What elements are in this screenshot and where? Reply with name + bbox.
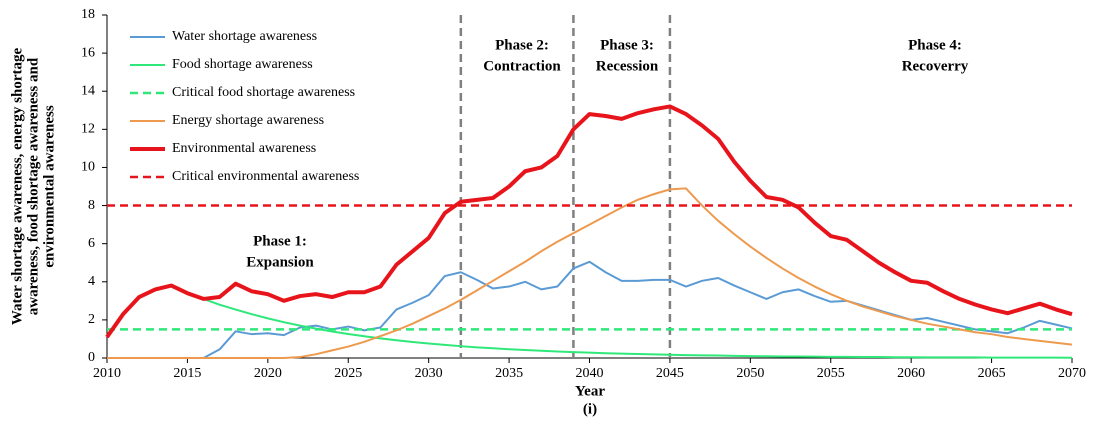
x-tick-label: 2030 xyxy=(415,366,443,381)
x-tick-label: 2060 xyxy=(897,366,925,381)
subtitle: (i) xyxy=(583,401,597,417)
y-tick-label: 8 xyxy=(88,198,95,213)
series-line xyxy=(107,260,1073,359)
legend-label: Food shortage awareness xyxy=(172,57,313,72)
y-tick-label: 18 xyxy=(81,7,95,22)
y-tick-label: 10 xyxy=(81,160,95,175)
y-axis-title: awareness, food shortage awareness and xyxy=(25,57,41,315)
series-line xyxy=(105,104,1073,339)
x-tick-label: 2010 xyxy=(93,366,121,381)
phase-label: Phase 3: xyxy=(600,37,654,53)
phase-label: Phase 2: xyxy=(495,37,549,53)
legend-label: Environmental awareness xyxy=(172,141,316,156)
legend-label: Water shortage awareness xyxy=(172,29,317,44)
legend-label: Energy shortage awareness xyxy=(172,113,324,128)
x-axis-title: Year xyxy=(575,383,605,399)
y-tick-label: 6 xyxy=(88,236,95,251)
phase-label: Phase 1: xyxy=(253,233,307,249)
x-tick-label: 2050 xyxy=(736,366,764,381)
y-axis-title: environmental awareness xyxy=(41,105,57,268)
y-tick-label: 14 xyxy=(81,83,95,98)
series-line xyxy=(107,187,1073,359)
y-tick-label: 12 xyxy=(81,122,95,137)
legend-label: Critical food shortage awareness xyxy=(172,85,355,100)
x-tick-label: 2065 xyxy=(978,366,1006,381)
phase-label: Recoverry xyxy=(902,58,969,74)
phase-label: Expansion xyxy=(246,254,314,270)
phase-label: Phase 4: xyxy=(908,37,962,53)
x-tick-label: 2035 xyxy=(495,366,523,381)
y-tick-label: 16 xyxy=(81,45,95,60)
series-line xyxy=(203,297,1073,359)
x-tick-label: 2025 xyxy=(334,366,362,381)
x-tick-label: 2020 xyxy=(254,366,282,381)
phase-label: Recession xyxy=(596,58,659,74)
x-tick-label: 2040 xyxy=(576,366,604,381)
phase-label: Contraction xyxy=(483,58,561,74)
x-tick-label: 2070 xyxy=(1058,366,1086,381)
x-tick-label: 2045 xyxy=(656,366,684,381)
y-axis-title: Water shortage awareness, energy shortag… xyxy=(9,48,25,326)
y-tick-label: 0 xyxy=(88,350,95,365)
y-tick-label: 2 xyxy=(88,312,95,327)
y-tick-label: 4 xyxy=(88,274,95,289)
x-tick-label: 2015 xyxy=(173,366,201,381)
legend-label: Critical environmental awareness xyxy=(172,169,359,184)
x-tick-label: 2055 xyxy=(817,366,845,381)
